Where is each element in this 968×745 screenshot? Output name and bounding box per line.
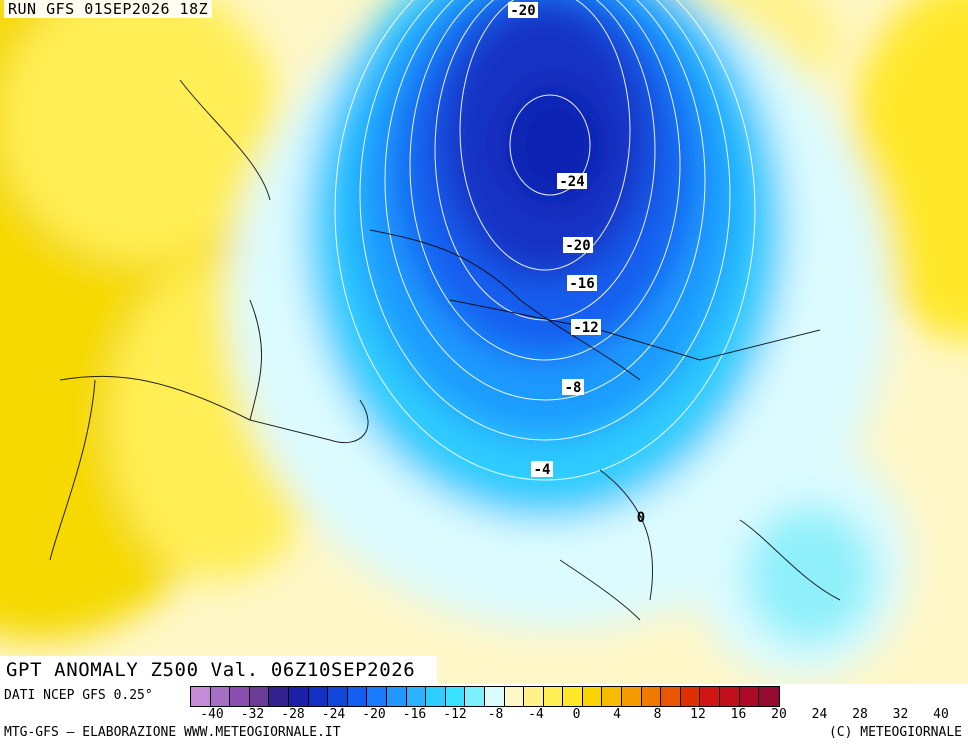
scale-swatch (543, 687, 564, 706)
contour-label: 0 (637, 510, 645, 526)
scale-swatch (367, 687, 387, 706)
footer: DATI NCEP GFS 0.25° -40 -32 -28 -24 -20 -16 -1… (0, 684, 968, 745)
scale-swatch (641, 687, 662, 706)
scale-swatch (622, 687, 642, 706)
contour-label: -4 (534, 462, 551, 478)
scale-label: 32 (892, 707, 909, 722)
scale-label: -32 (240, 707, 265, 722)
scale-label: -24 (321, 707, 346, 722)
scale-swatch (230, 687, 250, 706)
scale-swatch (720, 687, 740, 706)
anomaly-map: -20 -24 -20 -16 -12 -8 -4 0 RUN GFS 01SE… (0, 0, 968, 684)
scale-swatch (563, 687, 583, 706)
scale-swatch (582, 687, 603, 706)
contour-label-layer: -20 -24 -20 -16 -12 -8 -4 0 (508, 2, 645, 526)
credit-left: MTG-GFS – ELABORAZIONE WWW.METEOGIORNALE… (4, 725, 341, 740)
scale-label: -12 (443, 707, 467, 722)
scale-label: 12 (690, 707, 706, 722)
scale-swatch (386, 687, 407, 706)
scale-label: 20 (771, 707, 787, 722)
scale-swatch (465, 687, 485, 706)
scale-swatch (680, 687, 701, 706)
scale-swatch (700, 687, 721, 706)
scale-label: -20 (362, 707, 386, 722)
valid-title: GPT ANOMALY Z500 Val. 06Z10SEP2026 (0, 656, 437, 684)
contour-label: -20 (510, 3, 535, 19)
scale-swatch (308, 687, 329, 706)
scale-label: 8 (653, 707, 662, 722)
scale-label: -16 (402, 707, 427, 722)
scale-swatch (504, 687, 525, 706)
scale-swatch (484, 687, 505, 706)
scale-label: 28 (852, 707, 868, 722)
credit-right: (C) METEOGIORNALE (828, 725, 962, 740)
coastlines (49, 79, 841, 621)
scale-swatch (269, 687, 289, 706)
scale-swatch (328, 687, 348, 706)
contour-label: -12 (573, 320, 598, 336)
scale-swatch (288, 687, 309, 706)
contour-lines (334, 0, 756, 481)
scale-label: -28 (281, 707, 305, 722)
contour-label: -24 (559, 174, 584, 190)
run-title: RUN GFS 01SEP2026 18Z (4, 0, 213, 18)
scale-swatch (759, 687, 779, 706)
scale-labels: -40 -32 -28 -24 -20 -16 -12 -8 -4 0 4 8 12 16 20 24 28 32… (190, 707, 968, 723)
contour-label-group: -20 -24 -20 -16 -12 -8 -4 0 (508, 2, 645, 526)
contour-label: -20 (565, 238, 590, 254)
scale-swatch (739, 687, 760, 706)
scale-label: -40 (200, 707, 224, 722)
scale-swatch (191, 687, 211, 706)
scale-swatch (426, 687, 446, 706)
map-canvas (0, 0, 968, 684)
scale-swatch (602, 687, 623, 706)
scale-label: 40 (933, 707, 949, 722)
scale-label: 4 (613, 707, 621, 722)
scale-swatch (445, 687, 466, 706)
scale-label: 16 (730, 707, 747, 722)
scale-label: -8 (487, 707, 504, 722)
scale-swatch (661, 687, 681, 706)
source-text: DATI NCEP GFS 0.25° (4, 688, 153, 703)
scale-swatch (347, 687, 368, 706)
scale-swatch (249, 687, 270, 706)
scale-label: 0 (572, 707, 581, 722)
color-scale (190, 686, 780, 707)
contour-label: -16 (569, 276, 594, 292)
scale-swatch (210, 687, 231, 706)
anomaly-field (0, 0, 968, 680)
scale-swatch (406, 687, 427, 706)
scale-label: 24 (811, 707, 828, 722)
scale-swatch (524, 687, 544, 706)
scale-label: -4 (528, 707, 544, 722)
contour-label: -8 (565, 380, 582, 396)
